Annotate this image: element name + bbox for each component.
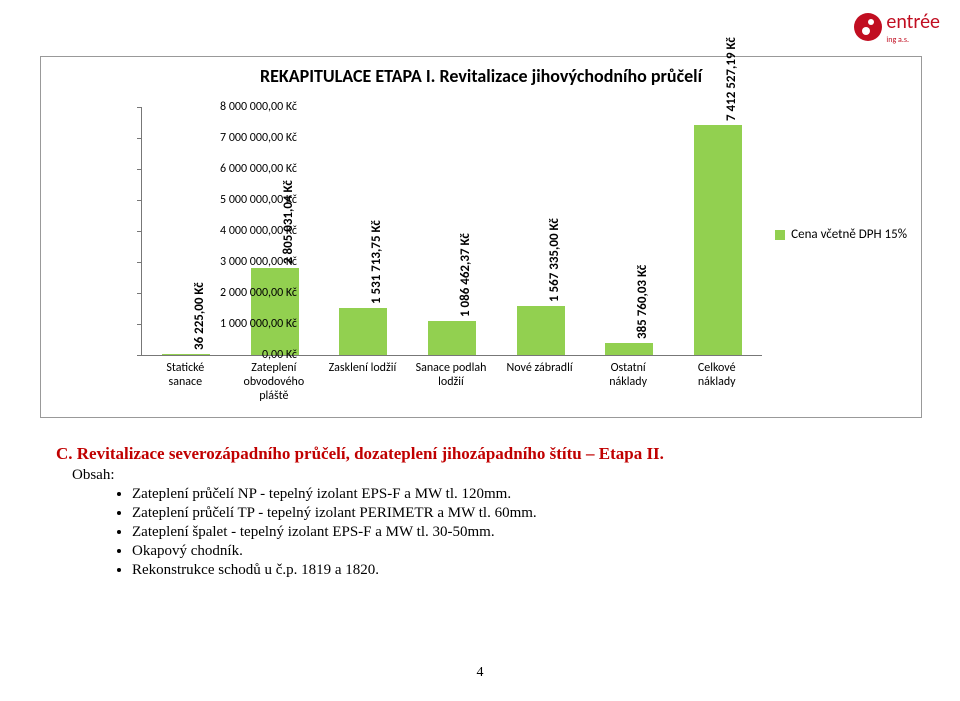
bar (605, 343, 653, 355)
y-tick: 0,00 Kč (209, 348, 297, 362)
x-category-label: Sanace podlahlodžií (407, 361, 496, 389)
y-tick: 5 000 000,00 Kč (209, 193, 297, 207)
legend-label: Cena včetně DPH 15% (791, 227, 907, 242)
chart-title: REKAPITULACE ETAPA I. Revitalizace jihov… (41, 65, 921, 87)
obsah-label: Obsah: (72, 467, 115, 483)
bar (251, 268, 299, 355)
page-number: 4 (0, 665, 960, 681)
y-tick: 2 000 000,00 Kč (209, 286, 297, 300)
legend-swatch (775, 230, 785, 240)
list-item: Zateplení špalet - tepelný izolant EPS-F… (132, 523, 852, 542)
y-tick: 6 000 000,00 Kč (209, 162, 297, 176)
bar-value-label: 385 760,03 Kč (635, 265, 650, 339)
bar (694, 125, 742, 355)
bar-value-label: 1 531 713,75 Kč (369, 220, 384, 304)
logo-text-wrap: entrée ing a.s. (886, 10, 940, 44)
bar (162, 354, 210, 356)
y-tick: 7 000 000,00 Kč (209, 131, 297, 145)
list-item: Zateplení průčelí TP - tepelný izolant P… (132, 504, 852, 523)
x-category-label: Nové zábradlí (495, 361, 584, 375)
x-category-label: Celkovénáklady (672, 361, 761, 389)
y-tick: 4 000 000,00 Kč (209, 224, 297, 238)
y-tick: 1 000 000,00 Kč (209, 317, 297, 331)
legend: Cena včetně DPH 15% (775, 227, 907, 242)
chart-frame: REKAPITULACE ETAPA I. Revitalizace jihov… (40, 56, 922, 418)
y-tick: 8 000 000,00 Kč (209, 100, 297, 114)
list-item: Zateplení průčelí NP - tepelný izolant E… (132, 485, 852, 504)
y-tick: 3 000 000,00 Kč (209, 255, 297, 269)
bullet-list: Zateplení průčelí NP - tepelný izolant E… (72, 485, 852, 580)
x-category-label: Zatepleníobvodovéhopláště (230, 361, 319, 403)
bar-value-label: 1 086 462,37 Kč (458, 234, 473, 318)
bar (428, 321, 476, 355)
list-item: Rekonstrukce schodů u č.p. 1819 a 1820. (132, 561, 852, 580)
x-category-label: Ostatnínáklady (584, 361, 673, 389)
list-item: Okapový chodník. (132, 542, 852, 561)
bar-value-label: 7 412 527,19 Kč (724, 37, 739, 121)
logo: entrée ing a.s. (854, 10, 940, 44)
section-heading: C. Revitalizace severozápadního průčelí,… (56, 444, 664, 464)
logo-text: entrée (886, 10, 940, 34)
section-body: Obsah: Zateplení průčelí NP - tepelný iz… (72, 466, 852, 580)
bar (339, 308, 387, 355)
bar (517, 306, 565, 355)
logo-sub: ing a.s. (886, 36, 940, 44)
bar-value-label: 36 225,00 Kč (192, 282, 207, 350)
logo-mark (854, 13, 882, 41)
bar-value-label: 1 567 335,00 Kč (547, 219, 562, 303)
x-category-label: Zasklení lodžií (318, 361, 407, 375)
x-category-label: Statickésanace (141, 361, 230, 389)
